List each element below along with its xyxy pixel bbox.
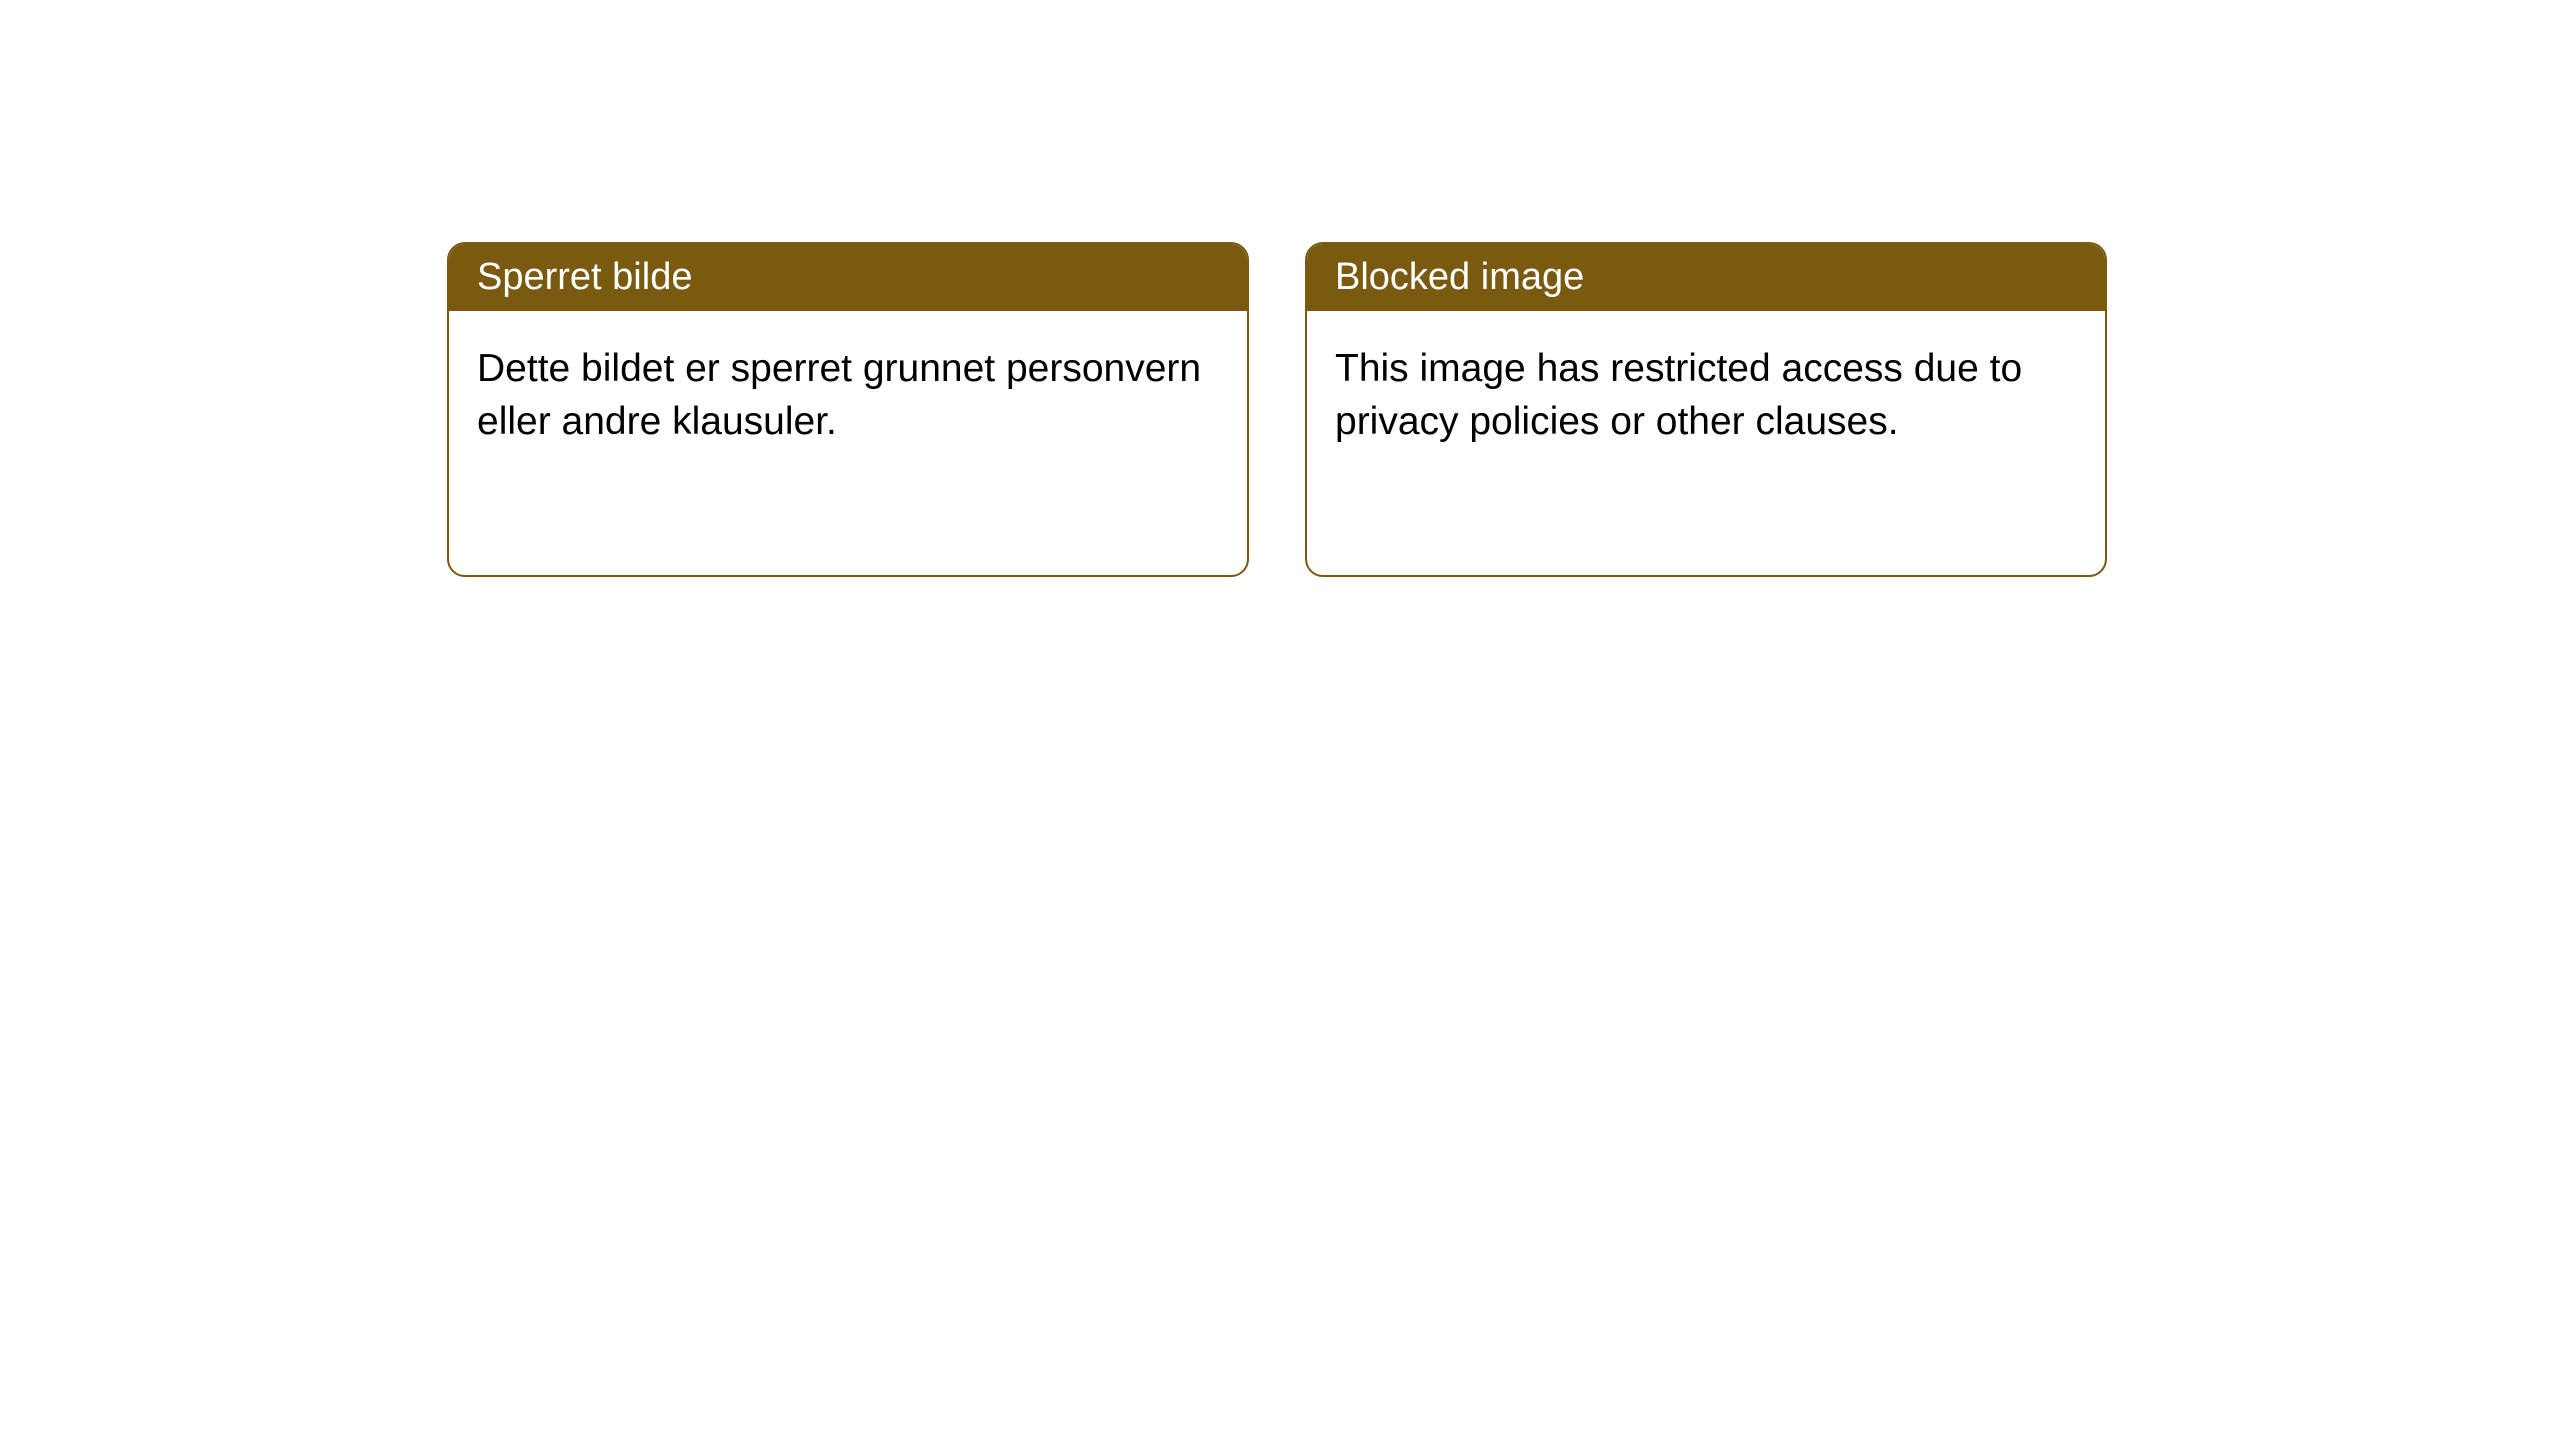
notice-title-norwegian: Sperret bilde (477, 256, 692, 298)
notice-body-norwegian: Dette bildet er sperret grunnet personve… (449, 311, 1247, 480)
notice-title-english: Blocked image (1335, 256, 1584, 298)
notice-text-english: This image has restricted access due to … (1335, 347, 2022, 443)
notice-card-english: Blocked image This image has restricted … (1305, 242, 2107, 577)
notice-container: Sperret bilde Dette bildet er sperret gr… (447, 242, 2107, 577)
notice-header-english: Blocked image (1307, 244, 2105, 311)
notice-card-norwegian: Sperret bilde Dette bildet er sperret gr… (447, 242, 1249, 577)
notice-header-norwegian: Sperret bilde (449, 244, 1247, 311)
notice-text-norwegian: Dette bildet er sperret grunnet personve… (477, 347, 1201, 443)
notice-body-english: This image has restricted access due to … (1307, 311, 2105, 480)
